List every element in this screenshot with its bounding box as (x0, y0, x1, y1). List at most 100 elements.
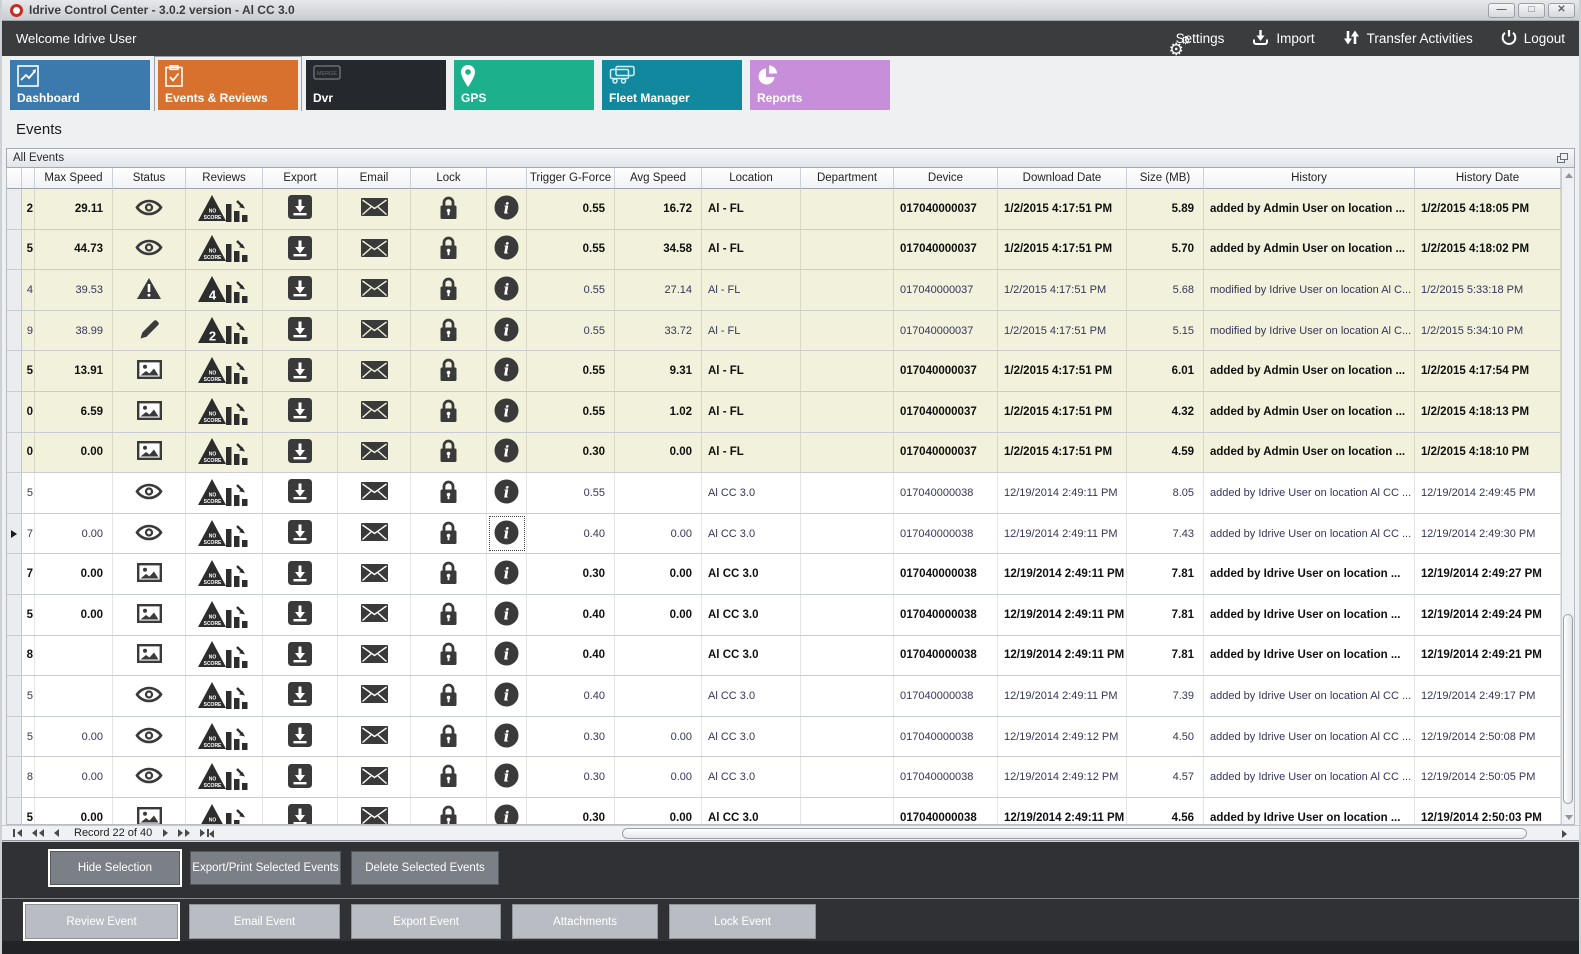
email-cell[interactable] (338, 554, 411, 594)
email-icon[interactable] (360, 644, 388, 666)
tab-fleet-manager[interactable]: Fleet Manager (602, 60, 742, 110)
column-header-export[interactable]: Export (263, 168, 338, 189)
info-cell[interactable]: i (487, 229, 527, 270)
review-score-icon[interactable]: 2 (197, 315, 251, 347)
table-row[interactable]: 8 0.00 NO SCORE i 0.30 0.00 Al CC 3.0 0170400000… (7, 757, 1561, 798)
export-cell[interactable] (263, 270, 338, 310)
info-icon[interactable]: i (494, 195, 519, 223)
export-cell[interactable] (263, 594, 338, 635)
lock-cell[interactable] (411, 716, 487, 757)
lock-cell[interactable] (411, 310, 487, 351)
info-icon[interactable]: i (494, 317, 519, 345)
column-header-reviews[interactable]: Reviews (186, 168, 263, 189)
lock-icon[interactable] (439, 317, 458, 345)
lock-icon[interactable] (439, 195, 458, 223)
info-icon[interactable]: i (494, 601, 519, 629)
info-cell[interactable]: i (487, 594, 527, 635)
lock-cell[interactable] (411, 594, 487, 635)
export-icon[interactable] (288, 682, 312, 709)
column-header-avg-speed[interactable]: Avg Speed (615, 168, 702, 189)
export-icon[interactable] (288, 479, 312, 506)
email-cell[interactable] (338, 270, 411, 310)
table-row[interactable]: 5 44.73 NO SCORE i 0.55 34.58 Al - FL 0170400000… (7, 229, 1561, 271)
column-header-status[interactable]: Status (113, 168, 186, 189)
export-icon[interactable] (288, 763, 312, 791)
lock-icon[interactable] (439, 601, 458, 629)
vertical-scrollbar[interactable] (1561, 168, 1574, 824)
tab-reports[interactable]: Reports (750, 60, 890, 110)
info-icon[interactable]: i (494, 804, 519, 824)
table-row[interactable]: 5 0.00 NO SCORE i 0.40 0.00 Al CC 3.0 0170400000… (7, 594, 1561, 636)
info-icon[interactable]: i (494, 520, 519, 548)
close-button[interactable]: ✕ (1548, 2, 1575, 18)
lock-cell[interactable] (411, 229, 487, 270)
tab-events-reviews[interactable]: Events & Reviews (154, 56, 302, 114)
lock-icon[interactable] (439, 520, 458, 548)
email-cell[interactable] (338, 513, 411, 554)
info-icon[interactable]: i (494, 398, 519, 426)
email-cell[interactable] (338, 797, 411, 824)
email-icon[interactable] (360, 441, 388, 463)
lock-icon[interactable] (439, 560, 458, 588)
column-header-size-mb[interactable]: Size (MB) (1127, 168, 1204, 189)
info-cell[interactable]: i (487, 676, 527, 716)
lock-cell[interactable] (411, 676, 487, 716)
column-header-history-date[interactable]: History Date (1415, 168, 1561, 189)
info-icon[interactable]: i (494, 276, 519, 304)
table-row[interactable]: 5 13.91 NO SCORE i 0.55 9.31 Al - FL 01704000003… (7, 351, 1561, 392)
email-icon[interactable] (360, 807, 388, 824)
next-page-button[interactable] (175, 829, 193, 837)
lock-cell[interactable] (411, 351, 487, 391)
settings-button[interactable]: ⚙ ⚙ Settings (1168, 31, 1225, 59)
column-header-device[interactable]: Device (894, 168, 998, 189)
export-cell[interactable] (263, 351, 338, 391)
export-cell[interactable] (263, 432, 338, 473)
reviews-cell[interactable]: 2 (186, 310, 263, 351)
minimize-button[interactable]: — (1488, 2, 1515, 18)
lock-cell[interactable] (411, 797, 487, 824)
info-cell[interactable]: i (487, 391, 527, 432)
info-icon[interactable]: i (494, 479, 519, 507)
column-header-max-speed[interactable]: Max Speed (35, 168, 113, 189)
export-icon[interactable] (288, 235, 312, 263)
column-header-email[interactable]: Email (338, 168, 411, 189)
email-icon[interactable] (360, 401, 388, 422)
attachments-button[interactable]: Attachments (512, 904, 658, 939)
info-cell[interactable]: i (487, 432, 527, 473)
lock-icon[interactable] (439, 804, 458, 824)
maximize-button[interactable]: □ (1518, 2, 1545, 18)
export-cell[interactable] (263, 229, 338, 270)
export-icon[interactable] (288, 317, 312, 344)
column-header-trigger-g-force[interactable]: Trigger G-Force (527, 168, 615, 189)
info-cell[interactable]: i (487, 635, 527, 676)
table-row[interactable]: 4 39.53 4 i 0.55 27.14 Al - FL 017040000037 1/2/… (7, 270, 1561, 311)
logout-button[interactable]: Logout (1501, 29, 1565, 49)
scroll-up-arrow-icon[interactable] (1565, 173, 1573, 178)
table-row[interactable]: 9 38.99 2 i 0.55 33.72 Al - FL 017040000037 1/2/… (7, 310, 1561, 352)
lock-cell[interactable] (411, 757, 487, 797)
hide-selection-button[interactable]: Hide Selection (50, 851, 180, 885)
export-cell[interactable] (263, 473, 338, 513)
next-record-button[interactable] (160, 829, 171, 837)
info-cell[interactable]: i (487, 310, 527, 351)
lock-icon[interactable] (439, 357, 458, 385)
first-record-button[interactable] (10, 829, 25, 837)
email-icon[interactable] (360, 726, 388, 747)
export-cell[interactable] (263, 676, 338, 716)
